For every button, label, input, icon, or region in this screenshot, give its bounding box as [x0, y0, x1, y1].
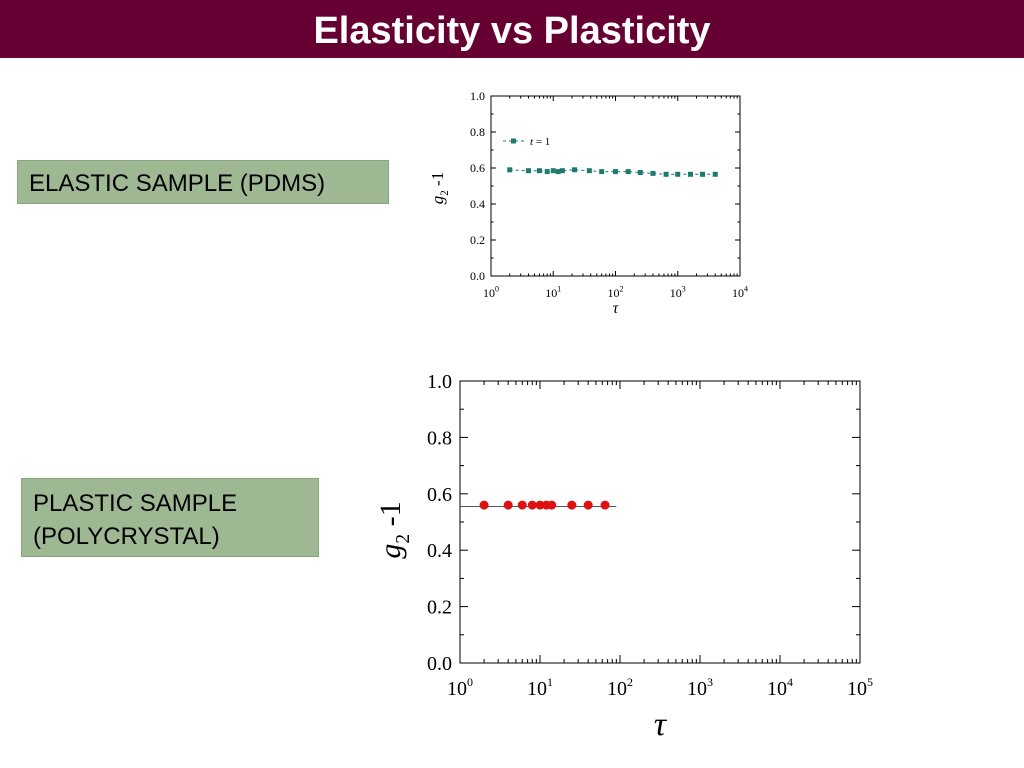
data-point [650, 170, 656, 176]
data-point [559, 168, 565, 174]
y-tick-label: 0.2 [427, 597, 452, 619]
x-tick-label: 102 [608, 285, 624, 300]
y-tick-label: 1.0 [470, 89, 485, 103]
legend-marker [511, 138, 516, 144]
y-tick-label: 0.2 [470, 233, 485, 247]
data-point [583, 500, 593, 510]
chart-1: 0.0 0.2 0.4 0.6 0.8 1.0 100 101 102 103 104 τ g2 -1 t… [428, 89, 748, 317]
x-tick-label: 103 [670, 285, 686, 300]
y-axis-label: g2 -1 [374, 501, 414, 558]
title-bar [0, 0, 1024, 58]
data-point [700, 171, 706, 177]
data-point [479, 500, 489, 510]
x-tick-label: 103 [687, 675, 713, 700]
data-point [599, 169, 605, 175]
data-point [712, 171, 718, 177]
data-point [572, 167, 578, 173]
plastic-sample-label: PLASTIC SAMPLE (POLYCRYSTAL) [21, 478, 319, 557]
x-tick-label: 104 [732, 285, 748, 300]
plot-frame [490, 95, 741, 277]
data-point [517, 500, 527, 510]
elastic-sample-text: ELASTIC SAMPLE (PDMS) [29, 170, 326, 197]
data-point [586, 168, 592, 174]
x-axis-label: τ [613, 300, 620, 317]
data-point [503, 500, 513, 510]
data-point [525, 168, 531, 174]
data-point [544, 169, 550, 175]
plot-frame [459, 380, 861, 664]
data-point [547, 500, 557, 510]
x-tick-label: 102 [607, 675, 633, 700]
x-tick-label: 100 [483, 285, 499, 300]
x-axis-label: τ [654, 706, 668, 743]
data-point [550, 168, 556, 174]
data-point [535, 500, 545, 510]
y-tick-label: 0.0 [470, 269, 485, 283]
legend-label: t = 1 [530, 136, 550, 148]
data-point [555, 169, 561, 175]
y-tick-label: 0.8 [427, 427, 452, 449]
x-tick-label: 105 [847, 675, 873, 700]
x-tick-label: 100 [447, 675, 473, 700]
y-tick-label: 0.8 [470, 125, 485, 139]
plastic-sample-line1: PLASTIC SAMPLE [33, 490, 238, 517]
data-point [536, 168, 542, 174]
data-point [625, 169, 631, 175]
y-axis-label: g2 -1 [428, 172, 451, 204]
data-point [613, 169, 618, 175]
y-tick-label: 1.0 [427, 371, 452, 393]
data-point [637, 170, 643, 175]
data-point [567, 500, 577, 510]
data-point [675, 171, 681, 177]
y-tick-label: 0.4 [427, 540, 452, 562]
chart-2: 0.0 0.2 0.4 0.6 0.8 1.0 100 101 102 103 104 105 τ g2 … [374, 371, 873, 743]
data-point [527, 500, 537, 510]
plastic-sample-line2: (POLYCRYSTAL) [33, 523, 220, 550]
x-tick-label: 104 [767, 675, 793, 700]
data-point [663, 171, 669, 177]
elastic-sample-label: ELASTIC SAMPLE (PDMS) [17, 160, 389, 204]
data-point [507, 167, 513, 173]
x-tick-label: 101 [545, 285, 561, 300]
x-tick-label: 101 [527, 675, 553, 700]
y-tick-label: 0.6 [427, 484, 452, 506]
data-point [687, 171, 693, 177]
y-tick-label: 0.4 [470, 197, 485, 211]
data-point [600, 500, 610, 510]
y-tick-label: 0.6 [470, 161, 485, 175]
slide-title: Elasticity vs Plasticity [313, 10, 711, 52]
legend: t = 1 [503, 136, 550, 148]
y-tick-label: 0.0 [427, 653, 452, 675]
